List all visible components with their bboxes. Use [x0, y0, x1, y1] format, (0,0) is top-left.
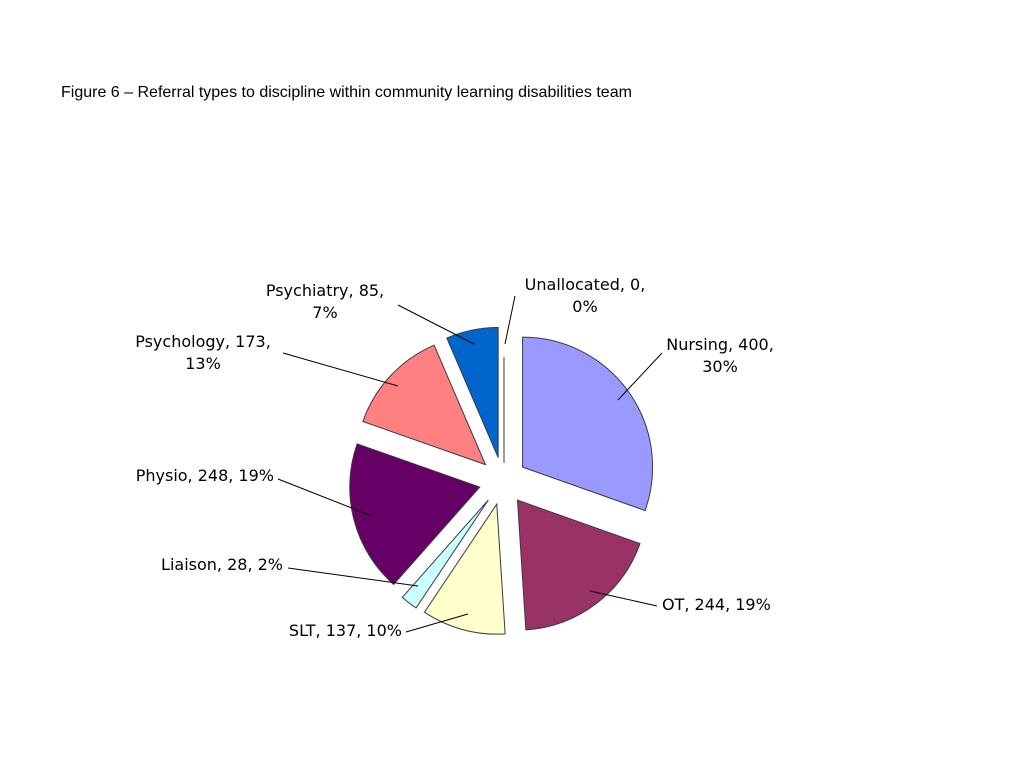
slice-label-unallocated: Unallocated, 0, 0%	[525, 275, 646, 316]
pie-slice-slt	[423, 502, 506, 635]
leader-line-ot	[589, 590, 658, 607]
slice-label-slt: SLT, 137, 10%	[289, 621, 402, 640]
slice-label-psychiatry: Psychiatry, 85, 7%	[266, 281, 384, 322]
pie-slice-nursing	[522, 336, 654, 512]
pie-slice-ot	[516, 499, 641, 631]
pie-slice-liaison	[401, 499, 489, 609]
slice-label-psychology: Psychology, 173, 13%	[135, 332, 271, 373]
pie-slice-psychology	[362, 344, 487, 466]
leader-line-nursing	[617, 352, 663, 401]
leader-line-psychiatry	[397, 304, 475, 345]
slice-label-liaison: Liaison, 28, 2%	[161, 555, 283, 574]
pie-slices	[349, 326, 654, 635]
leader-line-psychology	[282, 352, 399, 387]
leader-line-liaison	[287, 567, 419, 587]
leader-lines	[277, 295, 663, 633]
slice-labels: Nursing, 400, 30% OT, 244, 19% SLT, 137, 10…	[135, 275, 774, 640]
slice-label-nursing: Nursing, 400, 30%	[666, 335, 774, 376]
slice-label-physio: Physio, 248, 19%	[136, 466, 274, 485]
leader-line-unallocated	[504, 295, 516, 345]
pie-slice-psychiatry	[446, 326, 499, 458]
pie-slice-physio	[349, 443, 481, 586]
slice-label-ot: OT, 244, 19%	[662, 595, 771, 614]
leader-line-physio	[277, 478, 373, 517]
figure-caption: Figure 6 – Referral types to discipline …	[61, 84, 632, 101]
leader-line-slt	[405, 613, 469, 633]
